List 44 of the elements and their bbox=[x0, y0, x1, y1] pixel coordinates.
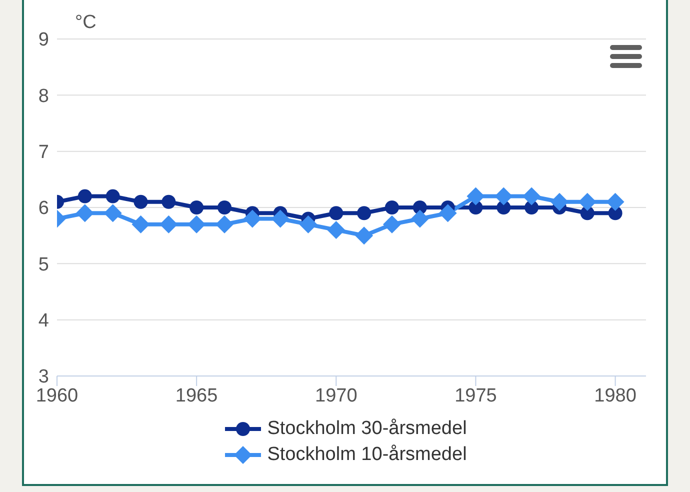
point bbox=[271, 210, 290, 228]
point bbox=[410, 210, 429, 228]
point bbox=[188, 215, 206, 234]
x-tick-label: 1960 bbox=[36, 385, 78, 406]
point bbox=[78, 189, 92, 204]
x-tick-label: 1980 bbox=[594, 385, 636, 406]
point bbox=[384, 200, 399, 214]
point bbox=[494, 187, 513, 206]
point bbox=[106, 189, 120, 204]
point bbox=[162, 194, 176, 209]
point bbox=[329, 206, 344, 220]
legend-label: Stockholm 30-årsmedel bbox=[267, 418, 467, 440]
point bbox=[522, 187, 541, 206]
y-axis-title: °C bbox=[75, 12, 96, 33]
point bbox=[550, 192, 568, 211]
point bbox=[466, 187, 485, 206]
point bbox=[134, 194, 148, 209]
point bbox=[355, 226, 374, 245]
y-tick-label: 6 bbox=[38, 198, 49, 220]
point bbox=[327, 220, 346, 239]
y-tick-label: 3 bbox=[38, 366, 49, 388]
point bbox=[217, 200, 232, 214]
x-tick-label: 1970 bbox=[315, 385, 358, 406]
point bbox=[132, 215, 150, 234]
point bbox=[438, 204, 457, 222]
point bbox=[190, 200, 204, 214]
y-tick-label: 7 bbox=[38, 142, 49, 164]
y-tick-label: 9 bbox=[38, 30, 49, 51]
point bbox=[76, 204, 94, 222]
x-tick-label: 1975 bbox=[454, 385, 497, 406]
x-tick-label: 1965 bbox=[175, 385, 218, 406]
legend-label: Stockholm 10-årsmedel bbox=[267, 444, 467, 466]
point bbox=[299, 215, 318, 234]
y-tick-label: 8 bbox=[38, 86, 49, 107]
point bbox=[160, 215, 178, 234]
point bbox=[578, 192, 596, 211]
point bbox=[357, 206, 372, 220]
point bbox=[215, 215, 234, 234]
point bbox=[104, 204, 122, 222]
point bbox=[382, 215, 401, 234]
point bbox=[606, 192, 624, 211]
y-tick-label: 5 bbox=[38, 254, 49, 276]
y-tick-label: 4 bbox=[38, 310, 50, 332]
point bbox=[243, 210, 262, 228]
